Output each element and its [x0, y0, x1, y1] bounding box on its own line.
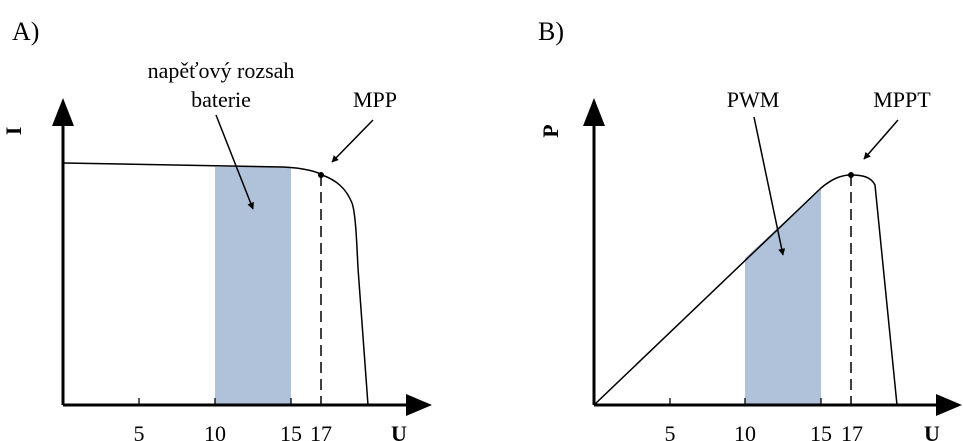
- tick-label-b-17: 17: [841, 421, 863, 441]
- x-axis-a-arrowhead: [406, 394, 432, 416]
- panel-a-label: A): [12, 17, 39, 46]
- tick-label-a-15: 15: [280, 421, 302, 441]
- tick-label-a-17: 17: [310, 421, 332, 441]
- y-axis-b-label: P: [538, 124, 563, 137]
- y-axis-a-arrowhead: [52, 98, 74, 126]
- iv-curve: [62, 162, 369, 406]
- battery-range-pointer-arrow: [215, 114, 254, 210]
- y-axis-b-arrowhead: [583, 98, 605, 126]
- tick-label-a-10: 10: [204, 421, 226, 441]
- battery-range-label-line1: napěťový rozsah: [148, 58, 295, 83]
- mpp-point: [318, 172, 324, 178]
- tick-label-b-5: 5: [665, 421, 676, 441]
- pwm-pointer-arrow: [753, 116, 786, 256]
- x-axis-a-label: U: [391, 421, 407, 441]
- tick-label-b-15: 15: [810, 421, 832, 441]
- panel-b-label: B): [538, 17, 564, 46]
- mppt-point: [848, 172, 854, 178]
- tick-label-b-10: 10: [734, 421, 756, 441]
- battery-range-label-line2: baterie: [191, 87, 251, 112]
- mpp-pointer-arrow: [331, 119, 374, 163]
- mppt-label: MPPT: [873, 87, 931, 112]
- panel-a: A) I U 5 10 15 17 napěťový rozsah bateri…: [1, 17, 432, 441]
- mpp-label: MPP: [353, 87, 397, 112]
- panel-b: B) P U 5 10 15 17 PWM MPPT: [538, 17, 962, 441]
- x-axis-b-label: U: [924, 421, 940, 441]
- pwm-label: PWM: [727, 87, 780, 112]
- battery-range-region: [215, 167, 291, 405]
- x-axis-b-arrowhead: [936, 394, 962, 416]
- mppt-pointer-arrow: [863, 119, 899, 160]
- y-axis-a-label: I: [1, 127, 26, 136]
- tick-label-a-5: 5: [134, 421, 145, 441]
- pwm-region: [745, 188, 821, 405]
